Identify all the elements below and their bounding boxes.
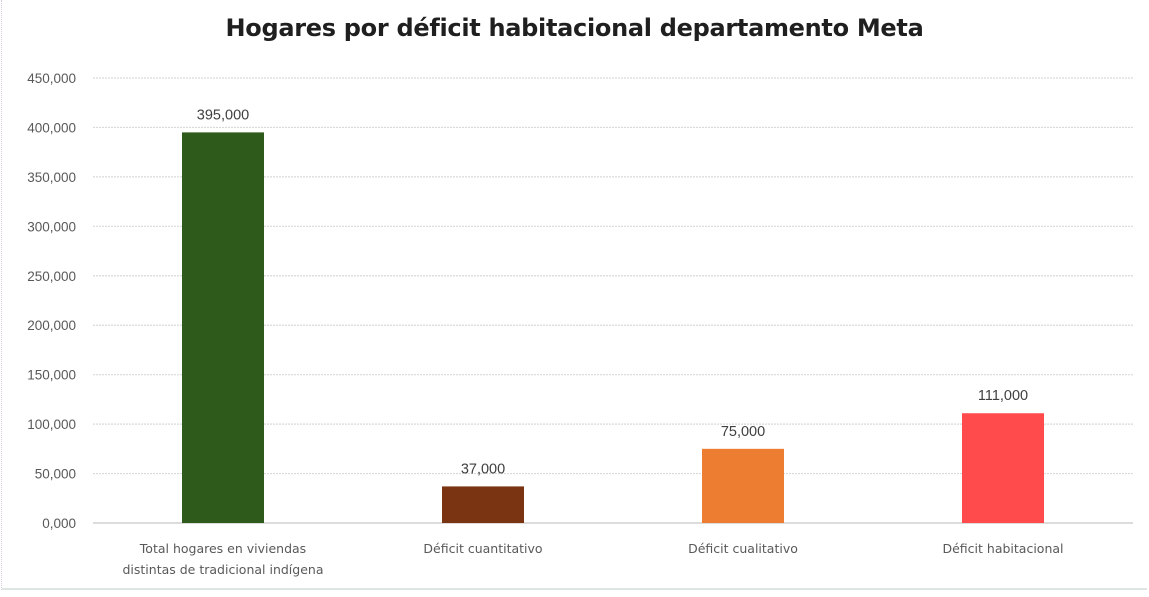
x-tick-label: Déficit cualitativo — [688, 541, 798, 556]
bar — [442, 486, 524, 523]
data-label: 111,000 — [978, 388, 1028, 404]
y-tick-label: 450,000 — [27, 71, 76, 86]
y-tick-label: 100,000 — [27, 417, 76, 432]
data-label: 75,000 — [721, 424, 765, 440]
x-tick-label: Déficit habitacional — [942, 541, 1063, 556]
bar — [702, 448, 784, 523]
x-tick-label: distintas de tradicional indígena — [122, 562, 323, 577]
bar — [962, 413, 1044, 523]
x-axis-labels: Total hogares en viviendas distintas de t… — [122, 541, 1063, 577]
y-tick-label: 200,000 — [27, 318, 76, 333]
bar — [182, 132, 264, 523]
x-tick-label: Total hogares en viviendas — [139, 541, 306, 556]
y-tick-label: 50,000 — [35, 467, 76, 482]
gridlines — [93, 77, 1133, 524]
data-labels: 395,000 37,000 75,000 111,000 — [197, 107, 1028, 477]
x-tick-label: Déficit cuantitativo — [423, 541, 542, 556]
y-tick-label: 400,000 — [27, 120, 76, 135]
y-tick-label: 150,000 — [27, 368, 76, 383]
y-tick-label: 350,000 — [27, 170, 76, 185]
y-tick-label: 0,000 — [42, 516, 76, 531]
data-label: 395,000 — [197, 107, 249, 123]
y-tick-label: 300,000 — [27, 219, 76, 234]
bars — [182, 132, 1044, 523]
chart-title: Hogares por déficit habitacional departa… — [225, 14, 924, 42]
y-tick-label: 250,000 — [27, 269, 76, 284]
data-label: 37,000 — [461, 461, 505, 477]
y-axis-ticks: 0,000 50,000 100,000 150,000 200,000 250,000 3… — [27, 71, 76, 531]
